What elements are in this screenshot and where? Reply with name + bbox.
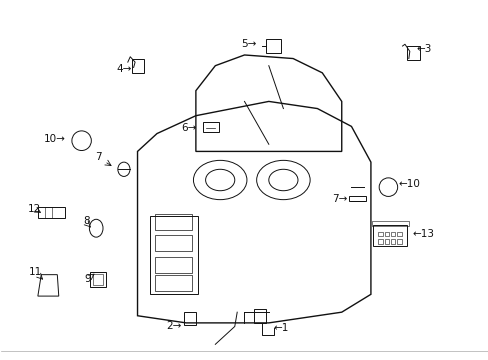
Text: 11: 11	[29, 267, 42, 277]
Text: ←1: ←1	[273, 323, 288, 333]
Text: 2→: 2→	[166, 321, 182, 332]
Text: 6→: 6→	[181, 123, 196, 133]
Text: 10→: 10→	[44, 134, 66, 144]
Text: 4→: 4→	[116, 64, 131, 73]
Text: 7→: 7→	[331, 194, 346, 203]
Text: ←13: ←13	[411, 229, 433, 239]
Bar	[377, 232, 382, 236]
Bar	[203, 122, 218, 132]
Text: 9: 9	[84, 274, 91, 284]
Bar	[390, 232, 394, 236]
Bar	[407, 46, 419, 60]
Bar	[384, 232, 388, 236]
Bar	[93, 274, 103, 285]
Bar	[266, 39, 281, 53]
Bar	[396, 232, 401, 236]
Bar	[154, 235, 192, 251]
Text: 5→: 5→	[241, 39, 257, 49]
Text: ←10: ←10	[398, 179, 420, 189]
Bar	[154, 257, 192, 273]
Bar	[149, 216, 198, 294]
Bar	[183, 312, 196, 325]
Bar	[384, 239, 388, 244]
Bar	[377, 239, 382, 244]
Bar	[38, 207, 64, 217]
Bar	[90, 272, 106, 287]
Bar	[348, 196, 366, 202]
Text: 8: 8	[83, 216, 90, 226]
Bar	[390, 239, 394, 244]
Text: 7: 7	[95, 152, 102, 162]
Bar	[396, 239, 401, 244]
Bar	[154, 275, 192, 291]
Bar	[371, 221, 408, 226]
Bar	[372, 225, 407, 246]
Text: 12: 12	[28, 203, 41, 213]
Text: ←3: ←3	[416, 44, 431, 54]
Bar	[131, 59, 143, 73]
Bar	[154, 214, 192, 230]
